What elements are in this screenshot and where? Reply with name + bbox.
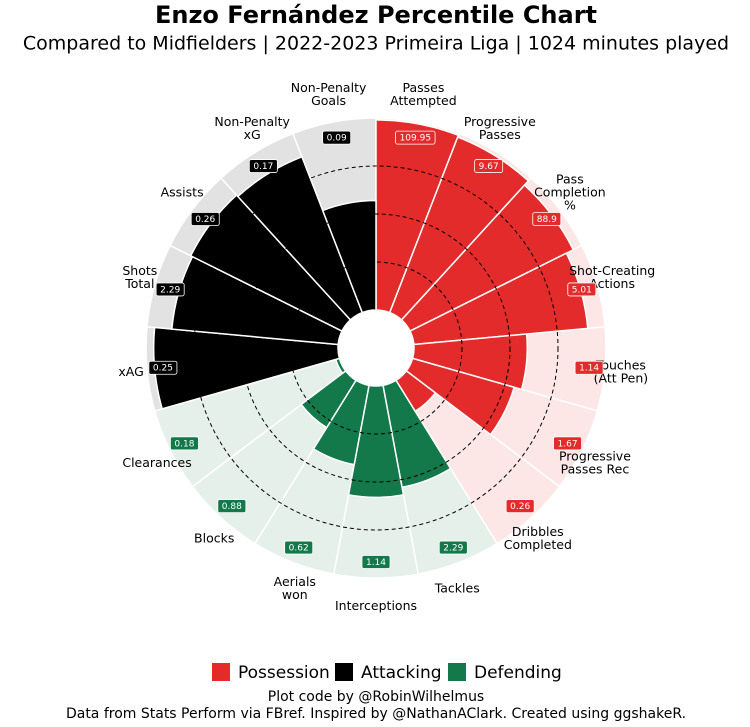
stat-box — [248, 159, 278, 173]
category-label-line: Actions — [589, 275, 635, 290]
footnote: Data from Stats Perform via FBref. Inspi… — [66, 706, 686, 722]
legend-label: Possession — [238, 663, 330, 683]
legend-label: Defending — [474, 663, 562, 683]
stat-box — [505, 499, 535, 514]
category-label-line: Passes — [479, 127, 521, 142]
stat-label: 0.17 — [253, 162, 273, 172]
stat-label: 2.29 — [160, 285, 180, 295]
category-label-line: Goals — [311, 92, 346, 107]
category-label: xAG — [118, 363, 143, 378]
category-label: Interceptions — [335, 598, 417, 613]
legend-label: Attacking — [361, 663, 442, 683]
grid-circle — [193, 165, 559, 531]
category-label-line: xAG — [118, 363, 143, 378]
category-label-line: Clearances — [122, 455, 191, 470]
legend-swatch — [335, 663, 353, 681]
category-label: Tackles — [434, 580, 480, 595]
grid-circle — [289, 261, 463, 435]
stat-box — [438, 540, 468, 555]
category-label-line: Attempted — [390, 92, 456, 107]
category-label-line: Tackles — [434, 580, 480, 595]
category-label: Pass Completion% — [534, 171, 606, 212]
category-label-line: Dribbles — [512, 524, 564, 539]
grid — [193, 165, 559, 531]
stat-label: 1.14 — [579, 364, 599, 374]
stat-box — [574, 360, 604, 375]
chart-title: Enzo Fernández Percentile Chart — [155, 1, 597, 29]
category-label: Passes Attempted — [390, 79, 456, 107]
stat-label: 0.26 — [195, 215, 215, 225]
stat-label: 9.67 — [479, 162, 499, 172]
stat-box — [170, 436, 199, 451]
stat-box — [155, 282, 185, 297]
category-label-line: Progressive — [559, 448, 631, 463]
category-label-line: Assists — [161, 184, 204, 199]
category-label-line: Progressive — [464, 114, 536, 129]
stat-box — [474, 159, 504, 173]
stat-box — [567, 282, 597, 297]
stat-label: 5.01 — [572, 285, 592, 295]
category-label-line: Total — [124, 275, 154, 290]
category-label-line: Non-Penalty — [214, 114, 290, 129]
category-label-line: Passes — [402, 79, 444, 94]
stat-label: 1.14 — [366, 558, 386, 568]
category-label: Clearances — [122, 455, 191, 470]
category-label-line: Completion — [534, 184, 606, 199]
stat-box — [532, 212, 562, 226]
category-label: Shot-Creating Actions — [569, 262, 655, 290]
stat-label: 2.29 — [443, 544, 463, 554]
category-label: Progressive Passes Rec — [559, 448, 631, 476]
legend-swatch — [212, 663, 230, 681]
stat-box — [322, 130, 352, 145]
category-label-line: % — [564, 197, 576, 212]
category-label-line: Pass — [556, 171, 584, 186]
stat-box — [553, 436, 582, 451]
category-label-line: Interceptions — [335, 598, 417, 613]
category-label: Progressive Passes — [464, 114, 536, 142]
stat-box — [395, 130, 436, 145]
category-label-line: Passes Rec — [561, 461, 630, 476]
chart-subtitle: Compared to Midfielders | 2022-2023 Prim… — [23, 33, 729, 55]
stat-box — [217, 499, 247, 514]
stat-label: 0.18 — [174, 439, 194, 449]
category-label: Non-Penalty Goals — [291, 79, 367, 107]
stat-label: 0.26 — [510, 502, 530, 512]
category-label-line: Completed — [504, 537, 572, 552]
stat-box — [190, 212, 220, 226]
center-hole — [338, 310, 414, 386]
category-label: Aerials won — [274, 574, 316, 602]
stat-label: 1.67 — [558, 439, 578, 449]
stat-label: 0.88 — [222, 502, 242, 512]
grid-circle — [241, 213, 511, 483]
category-label: Blocks — [194, 530, 234, 545]
category-label-line: Aerials — [274, 574, 316, 589]
stat-box — [361, 555, 391, 569]
stat-label: 109.95 — [400, 134, 432, 144]
category-label-line: Touches — [595, 357, 646, 372]
stat-label: 0.25 — [153, 364, 173, 374]
category-label-line: (Att Pen) — [594, 370, 649, 385]
category-label: Dribbles Completed — [504, 524, 572, 552]
stat-label: 0.62 — [289, 544, 309, 554]
stat-box — [148, 360, 178, 375]
category-label: Non-Penalty xG — [214, 114, 290, 142]
footnote: Plot code by @RobinWilhelmus — [268, 689, 484, 705]
category-label-line: Shot-Creating — [569, 262, 655, 277]
stat-label: 88.9 — [537, 215, 557, 225]
stat-box — [284, 540, 314, 555]
category-label: Touches (Att Pen) — [594, 357, 649, 385]
category-label-line: Non-Penalty — [291, 79, 367, 94]
category-label-line: Blocks — [194, 530, 234, 545]
category-label: Shots Total — [122, 262, 157, 290]
category-label-line: won — [282, 587, 308, 602]
category-label-line: Shots — [122, 262, 157, 277]
category-label: Assists — [161, 184, 204, 199]
category-label-line: xG — [244, 127, 261, 142]
legend-swatch — [448, 663, 466, 681]
stat-label: 0.09 — [327, 134, 347, 144]
